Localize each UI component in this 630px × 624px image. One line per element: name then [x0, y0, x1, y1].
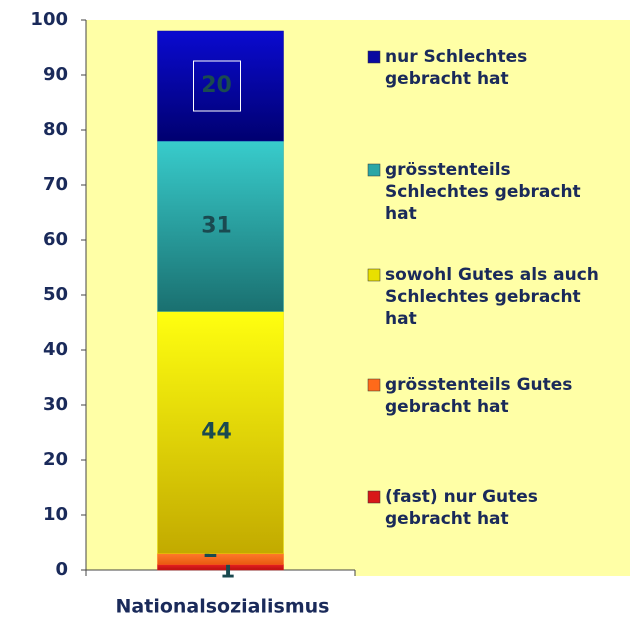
y-tick-label: 40: [43, 339, 68, 360]
x-tick-label: Nationalsozialismus: [116, 596, 330, 618]
label-box: [193, 60, 241, 112]
legend-area: [355, 20, 630, 576]
legend-label: nur Schlechtes gebracht hat: [385, 47, 527, 89]
legend-marker: [367, 268, 381, 282]
y-tick-label: 30: [43, 394, 68, 415]
legend-marker: [367, 490, 381, 504]
legend-marker: [367, 163, 381, 177]
data-label: 44: [201, 420, 232, 445]
bar-segment: [157, 311, 284, 554]
bar-segment: [157, 553, 284, 565]
y-tick-label: 80: [43, 119, 68, 140]
y-tick-label: 60: [43, 229, 68, 250]
legend-marker: [367, 50, 381, 64]
legend-label: (fast) nur Gutes gebracht hat: [385, 487, 538, 529]
legend-label: grösstenteils Gutes gebracht hat: [385, 375, 572, 417]
data-label: 31: [201, 213, 232, 238]
data-label: 20: [201, 73, 232, 98]
y-tick-label: 50: [43, 284, 68, 305]
y-tick-label: 20: [43, 449, 68, 470]
y-tick-label: 100: [30, 9, 68, 30]
bar-segment: [157, 30, 284, 142]
legend-label: sowohl Gutes als auch Schlechtes gebracht…: [385, 265, 599, 329]
y-tick-label: 0: [55, 559, 68, 580]
legend-marker: [367, 378, 381, 392]
y-tick-label: 90: [43, 64, 68, 85]
bar-segment: [157, 140, 284, 312]
legend-label: grösstenteils Schlechtes gebracht hat: [385, 160, 581, 224]
y-tick-label: 70: [43, 174, 68, 195]
y-tick-label: 10: [43, 504, 68, 525]
